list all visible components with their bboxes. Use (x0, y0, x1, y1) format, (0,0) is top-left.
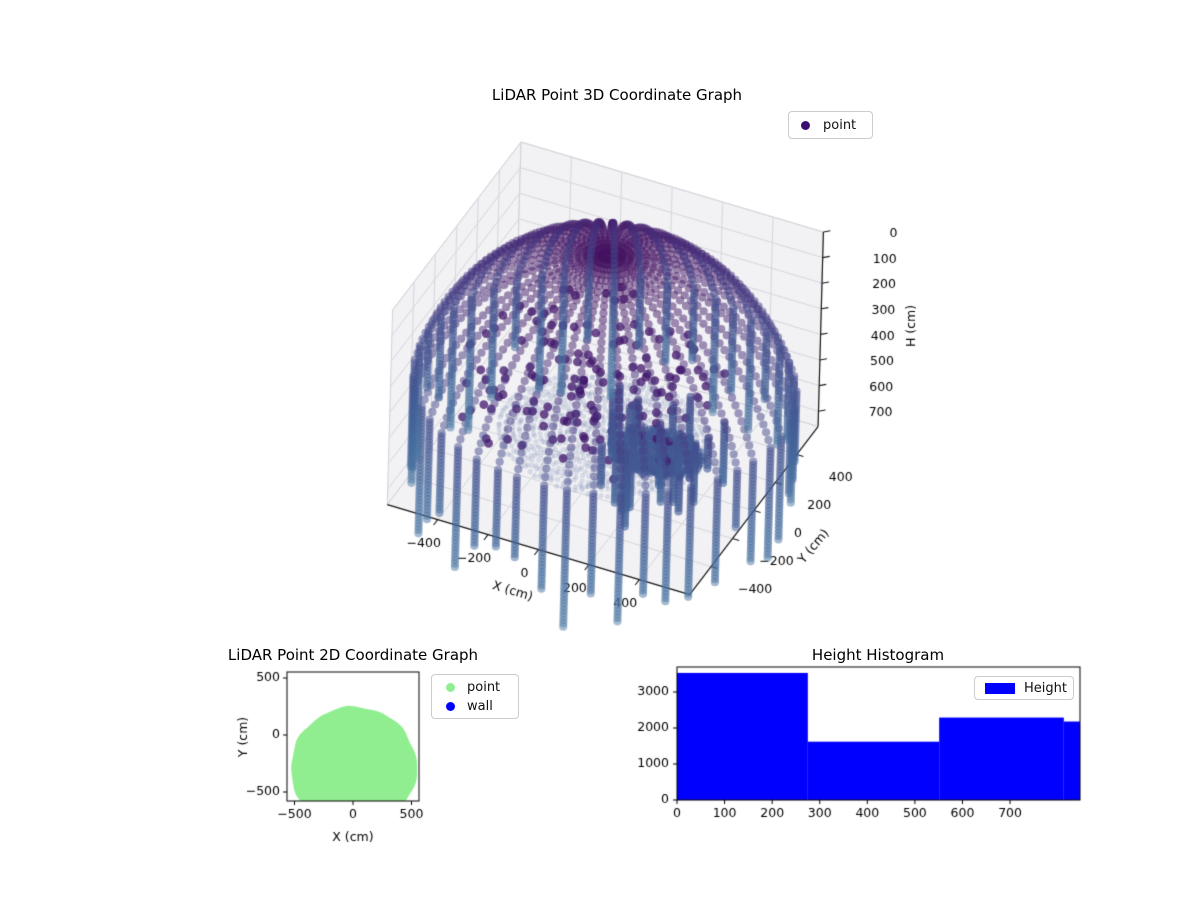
legend-label-wall-2d: wall (467, 698, 493, 714)
legend-label-point-3d: point (823, 117, 857, 133)
point-marker-icon (801, 120, 810, 130)
histogram-legend: Height (974, 676, 1074, 700)
histogram-title: Height Histogram (811, 646, 945, 664)
legend-label-point-2d: point (467, 679, 501, 695)
plot3d-legend: point (788, 111, 873, 139)
legend-item-point-3d: point (801, 116, 872, 135)
plot3d-title: LiDAR Point 3D Coordinate Graph (491, 86, 743, 104)
plot2d-title: LiDAR Point 2D Coordinate Graph (227, 646, 479, 664)
legend-item-wall-2d: wall (446, 697, 518, 716)
height-swatch-icon (985, 682, 1015, 694)
wall-marker-icon (446, 701, 455, 711)
point-marker-icon (446, 682, 455, 692)
legend-label-height: Height (1024, 680, 1067, 696)
plot2d-legend: point wall (431, 674, 519, 719)
legend-item-height: Height (985, 679, 1073, 698)
legend-item-point-2d: point (446, 678, 518, 697)
